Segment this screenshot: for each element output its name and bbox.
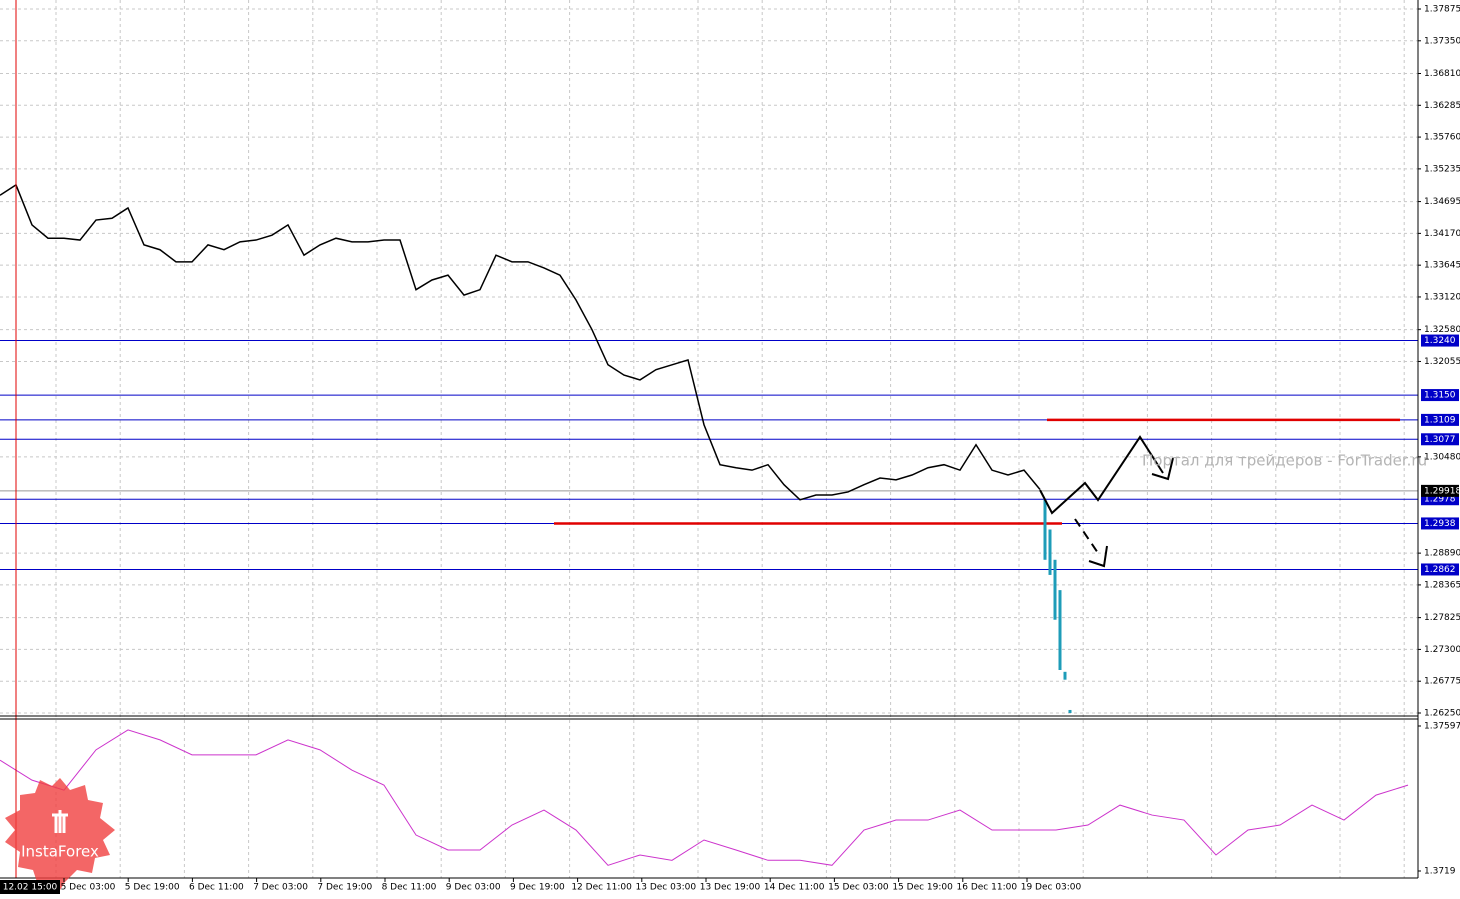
x-tick-label: 14 Dec 11:00: [764, 883, 825, 893]
logo: InstaForex: [5, 778, 115, 890]
x-tick-label: 15 Dec 03:00: [828, 883, 889, 893]
marks: [0, 183, 1418, 866]
current-price-box: [1421, 484, 1459, 497]
forecast-up: [1039, 435, 1164, 515]
level-label-box: [1421, 517, 1459, 530]
x-tick-label: 13 Dec 03:00: [636, 883, 697, 893]
x-tick-label: 8 Dec 11:00: [382, 883, 437, 893]
y-tick-label: 1.35760: [1424, 133, 1460, 143]
axis-labels: 1.37875 1.37350 1.36810 1.36285 1.35760 1.352…: [0, 5, 1460, 894]
y-tick-label: 1.36285: [1424, 101, 1460, 111]
level-label: 1.2862: [1424, 565, 1456, 575]
x-tick-label: 12 Dec 11:00: [571, 883, 632, 893]
y-tick-label: 1.32055: [1424, 357, 1460, 367]
y-tick-label: 1.33120: [1424, 292, 1460, 302]
x-tick-label: 9 Dec 03:00: [446, 883, 501, 893]
level-label: 1.2978: [1424, 495, 1456, 505]
x-tick-label: 7 Dec 03:00: [253, 883, 308, 893]
y-tick-label: 1.36810: [1424, 69, 1460, 79]
current-price-label: 1.29918: [1424, 486, 1460, 496]
watermark: Портал для трейдеров - ForTrader.ru: [1142, 452, 1427, 470]
x-tick-label: 16 Dec 11:00: [957, 883, 1018, 893]
y-tick-label: 1.28890: [1424, 549, 1460, 559]
y-tick-label: 1.26250: [1424, 709, 1460, 719]
y-tick-label: 1.28365: [1424, 580, 1460, 590]
x-tick-label: 5 Dec 03:00: [61, 883, 116, 893]
level-label: 1.2938: [1424, 519, 1456, 529]
level-label: 1.3240: [1424, 336, 1456, 346]
indicator-line: [0, 729, 1409, 866]
logo-icon: [52, 810, 68, 833]
y-tick-label: 1.37597: [1424, 722, 1460, 732]
x-tick-label: 5 Dec 19:00: [125, 883, 180, 893]
logo-text: InstaForex: [21, 843, 99, 861]
level-label-box: [1421, 413, 1459, 426]
forecast-down: [1074, 518, 1101, 557]
y-tick-label: 1.37875: [1424, 5, 1460, 15]
y-tick-label: 1.30480: [1424, 452, 1460, 462]
logo-badge: [5, 778, 115, 890]
y-tick-label: 1.3719: [1424, 867, 1456, 877]
y-tick-label: 1.35235: [1424, 164, 1460, 174]
y-tick-label: 1.33645: [1424, 261, 1460, 271]
x-tick-label: 6 Dec 11:00: [189, 883, 244, 893]
price-line: [0, 183, 1041, 501]
level-label-box: [1421, 563, 1459, 576]
level-label: 1.3150: [1424, 391, 1456, 401]
cursor-time-box: [0, 880, 60, 894]
cursor-time-label: 12.02 15:00: [3, 883, 58, 893]
y-tick-label: 1.37350: [1424, 36, 1460, 46]
y-tick-label: 1.32580: [1424, 325, 1460, 335]
x-tick-label: 13 Dec 19:00: [700, 883, 761, 893]
x-tick-label: 15 Dec 19:00: [892, 883, 953, 893]
x-tick-label: 9 Dec 19:00: [510, 883, 565, 893]
level-label: 1.3077: [1424, 435, 1456, 445]
y-tick-label: 1.34170: [1424, 229, 1460, 239]
y-tick-label: 1.26775: [1424, 677, 1460, 687]
x-tick-label: 7 Dec 19:00: [317, 883, 372, 893]
y-tick-label: 1.27825: [1424, 613, 1460, 623]
x-tick-label: 19 Dec 03:00: [1021, 883, 1082, 893]
y-tick-label: 1.34695: [1424, 197, 1460, 207]
level-label-box: [1421, 389, 1459, 402]
level-label-box: [1421, 433, 1459, 446]
y-tick-label: 1.27300: [1424, 645, 1460, 655]
forecast-arrowhead: [1088, 545, 1108, 568]
level-label: 1.3109: [1424, 415, 1456, 425]
forecast-arrowhead: [1151, 457, 1174, 481]
level-label-box: [1421, 334, 1459, 347]
